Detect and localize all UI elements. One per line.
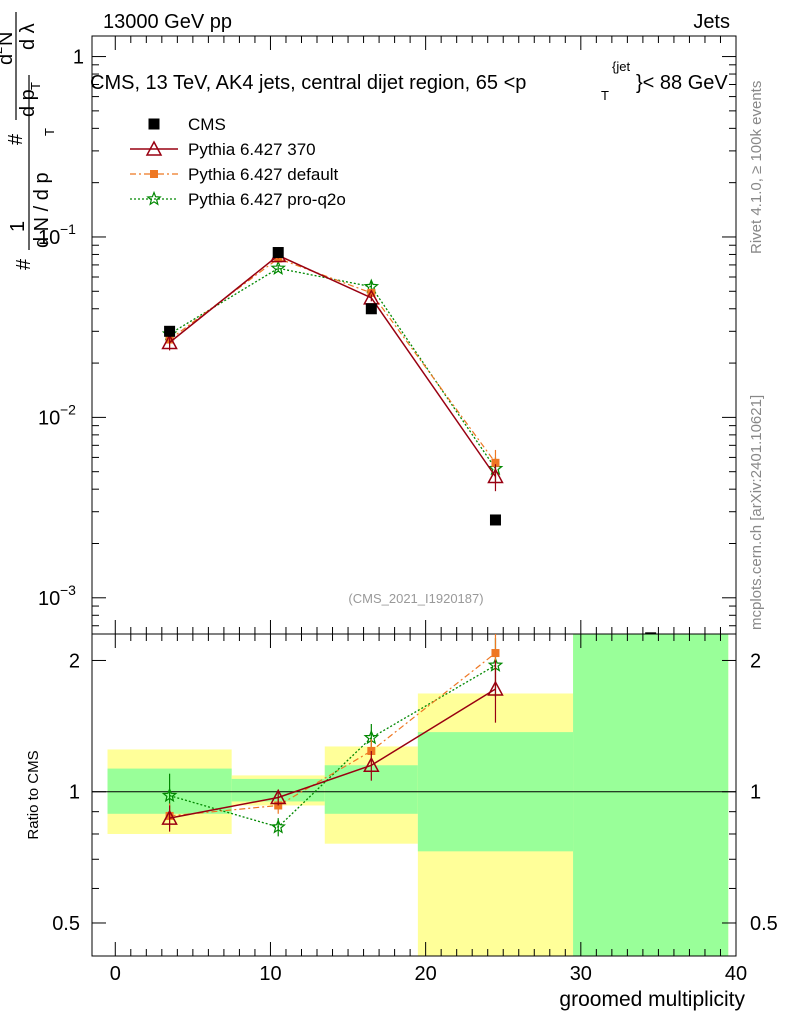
ratio-line-default (169, 652, 496, 817)
x-tick-label-0: 0 (110, 963, 121, 985)
header-left: 13000 GeV pp (103, 11, 232, 33)
x-axis-label: groomed multiplicity (559, 988, 745, 1011)
main-point-cms-3 (489, 514, 501, 526)
ylabel-hash1: # (13, 258, 35, 270)
legend-entry-proq2o: Pythia 6.427 pro-q2o (130, 190, 346, 209)
ratio-point-proq2o-0 (161, 787, 178, 803)
ylabel-d: d (0, 54, 17, 65)
header-right: Jets (693, 11, 730, 33)
ratio-y-tick-right-1: 1 (750, 782, 761, 804)
ylabel-n: N (0, 32, 17, 46)
ylabel-sq: 2 (0, 47, 5, 54)
green-band-4 (573, 634, 729, 956)
main-y-tick-exp-1: −1 (60, 221, 76, 237)
ratio-y-tick-left-0: 0.5 (52, 913, 80, 935)
analysis-watermark: (CMS_2021_I1920187) (348, 591, 483, 606)
main-point-cms-1 (272, 247, 284, 259)
mcplots-label: mcplots.cern.ch [arXiv:2401.10621] (748, 395, 765, 630)
main-point-cms-4 (645, 632, 657, 634)
legend-entry-cms: CMS (148, 115, 226, 134)
title-sup: {jet (612, 59, 630, 74)
main-y-tick-base-3: 10 (38, 588, 60, 610)
ratio-y-label: Ratio to CMS (25, 750, 42, 839)
ratio-data-marks (161, 634, 504, 837)
main-point-proq2o-1 (270, 260, 286, 275)
ratio-point-default-3 (491, 649, 500, 658)
main-line-default (169, 257, 496, 464)
ratio-point-proq2o-1 (270, 818, 286, 834)
ylabel-one: 1 (7, 221, 29, 232)
rivet-label: Rivet 4.1.0, ≥ 100k events (748, 81, 765, 254)
legend-entry-p370: Pythia 6.427 370 (130, 140, 316, 159)
legend: CMS Pythia 6.427 370 Pythia 6.427 default P… (130, 115, 346, 209)
ylabel-dp: d p (17, 89, 39, 117)
x-tick-label-3: 30 (570, 963, 592, 985)
ratio-frame (91, 633, 737, 957)
x-tick-label-2: 20 (415, 963, 437, 985)
main-line-proq2o (169, 267, 497, 469)
legend-marker-cms (148, 118, 160, 130)
ratio-y-tick-left-2: 2 (69, 650, 80, 672)
ylabel-dlambda: d λ (17, 23, 39, 50)
title-sub: T (601, 88, 609, 103)
main-point-default-3 (491, 458, 500, 467)
ratio-line-p370 (169, 688, 496, 819)
ratio-point-p370-1 (269, 788, 287, 805)
main-data-marks (161, 246, 657, 634)
ratio-point-p370-0 (161, 809, 178, 825)
main-y-tick-base-1: 10 (38, 227, 60, 249)
ratio-y-tick-left-1: 1 (69, 782, 80, 804)
main-y-tick-base-2: 10 (38, 407, 60, 429)
main-point-cms-2 (365, 303, 377, 315)
ylabel-dndpt: d N / d p (31, 172, 53, 248)
main-y-tick-label-0: 1 (73, 47, 84, 69)
main-line-p370 (169, 254, 497, 477)
ylabel-t1: T (42, 128, 57, 136)
ratio-point-p370-3 (487, 680, 504, 696)
main-y-tick-exp-2: −2 (60, 401, 76, 417)
ratio-y-tick-right-0: 0.5 (750, 913, 778, 935)
legend-entry-default: Pythia 6.427 default (130, 165, 339, 184)
main-y-label: # 1 d N / d p T # d 2 N d p T d λ (0, 12, 57, 270)
main-point-default-2 (367, 288, 376, 297)
legend-marker-proq2o (146, 190, 162, 206)
ratio-y-tick-right-2: 2 (750, 650, 761, 672)
main-point-p370-0 (161, 333, 178, 350)
legend-label-default: Pythia 6.427 default (188, 165, 339, 184)
legend-marker-p370 (145, 140, 163, 156)
title-tail: }< 88 GeV (636, 72, 728, 94)
title-main: CMS, 13 TeV, AK4 jets, central dijet reg… (90, 72, 526, 94)
main-point-p370-3 (487, 467, 504, 484)
x-tick-label-1: 10 (259, 963, 281, 985)
main-y-tick-exp-3: −3 (60, 582, 76, 598)
plot-title: CMS, 13 TeV, AK4 jets, central dijet reg… (90, 59, 728, 103)
ylabel-hash2: # (5, 133, 27, 145)
x-tick-label-4: 40 (725, 963, 747, 985)
legend-label-p370: Pythia 6.427 370 (188, 140, 316, 159)
legend-marker-default (150, 170, 158, 178)
ratio-uncertainty-bands (107, 634, 729, 956)
legend-label-proq2o: Pythia 6.427 pro-q2o (188, 190, 346, 209)
legend-label-cms: CMS (188, 115, 226, 134)
ratio-point-p370-2 (363, 756, 380, 773)
main-point-cms-0 (164, 325, 176, 337)
ylabel-t2: T (28, 82, 43, 90)
